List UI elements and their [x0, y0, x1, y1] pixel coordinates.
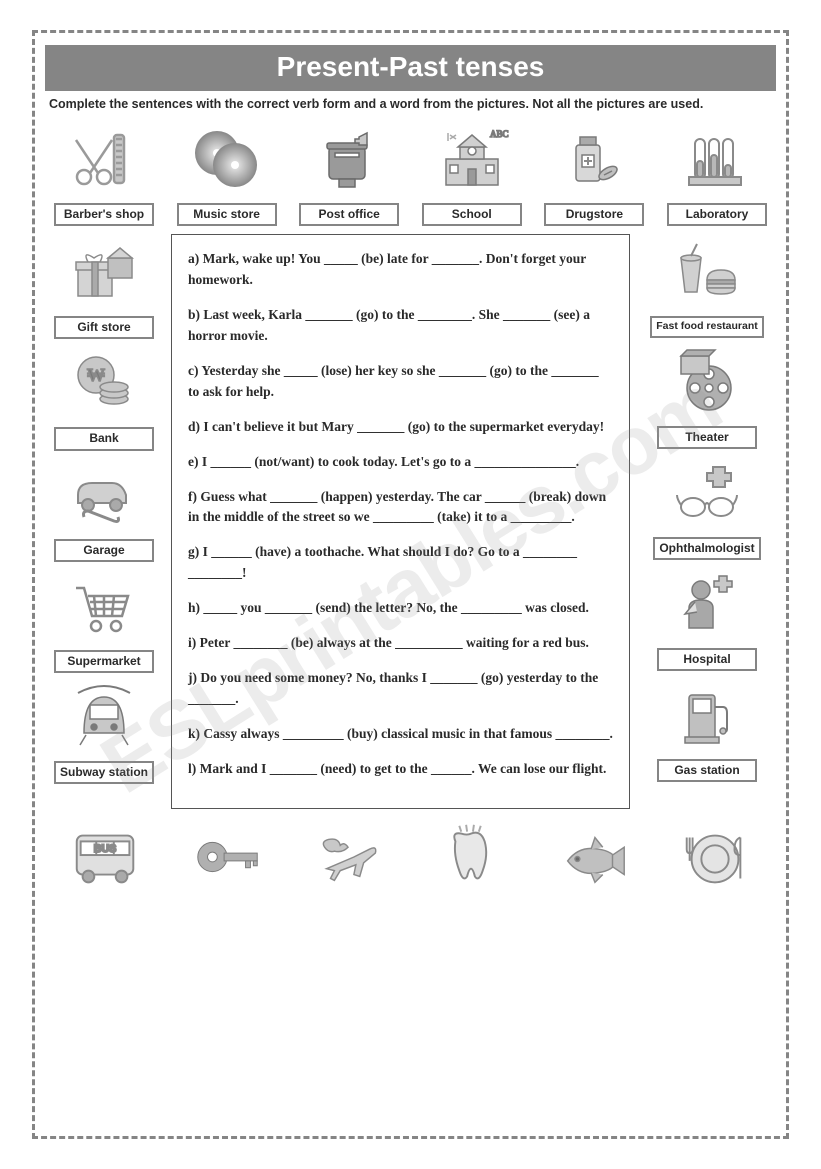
right-column: Fast food restaurant Theater Ophthalmolo…	[638, 234, 776, 809]
svg-text:ABC: ABC	[490, 129, 509, 139]
cell-theater: Theater	[638, 344, 776, 449]
main-grid: Gift store ₩ Bank Garage Supermarket Sub…	[45, 234, 776, 809]
label-supermarket: Supermarket	[54, 650, 154, 673]
sentence-f: f) Guess what _______ (happen) yesterday…	[188, 487, 613, 529]
label-barbers-shop: Barber's shop	[54, 203, 154, 226]
cell-school: ABC School	[413, 121, 531, 226]
train-icon	[59, 679, 149, 757]
bus-icon: BUS	[61, 817, 151, 897]
cell-garage: Garage	[45, 457, 163, 562]
sentence-k: k) Cassy always _________ (buy) classica…	[188, 724, 613, 745]
label-garage: Garage	[54, 539, 154, 562]
label-laboratory: Laboratory	[667, 203, 767, 226]
school-icon: ABC	[427, 121, 517, 199]
cell-ophthalmologist: Ophthalmologist	[638, 455, 776, 560]
label-gas-station: Gas station	[657, 759, 757, 782]
label-hospital: Hospital	[657, 648, 757, 671]
gas-pump-icon	[662, 677, 752, 755]
sentence-e: e) I ______ (not/want) to cook today. Le…	[188, 452, 613, 473]
mailbox-icon	[304, 121, 394, 199]
title-bar: Present-Past tenses	[45, 45, 776, 91]
label-fastfood: Fast food restaurant	[650, 316, 764, 338]
cell-laboratory: Laboratory	[658, 121, 776, 226]
label-theater: Theater	[657, 426, 757, 449]
coins-icon: ₩	[59, 345, 149, 423]
medicine-icon	[549, 121, 639, 199]
cart-icon	[59, 568, 149, 646]
cell-hospital: Hospital	[638, 566, 776, 671]
svg-text:₩: ₩	[87, 365, 105, 385]
sentence-a: a) Mark, wake up! You _____ (be) late fo…	[188, 249, 613, 291]
sentence-g: g) I ______ (have) a toothache. What sho…	[188, 542, 613, 584]
top-icon-row: Barber's shop Music store Post office AB…	[45, 121, 776, 226]
film-reel-icon	[662, 344, 752, 422]
sentence-i: i) Peter ________ (be) always at the ___…	[188, 633, 613, 654]
test-tubes-icon	[672, 121, 762, 199]
left-column: Gift store ₩ Bank Garage Supermarket Sub…	[45, 234, 163, 809]
glasses-cross-icon	[662, 455, 752, 533]
sentence-l: l) Mark and I _______ (need) to get to t…	[188, 759, 613, 780]
label-gift-store: Gift store	[54, 316, 154, 339]
cds-icon	[182, 121, 272, 199]
sentence-h: h) _____ you _______ (send) the letter? …	[188, 598, 613, 619]
patient-icon	[662, 566, 752, 644]
burger-drink-icon	[662, 234, 752, 312]
fish-icon	[548, 817, 638, 897]
label-ophthalmologist: Ophthalmologist	[653, 537, 760, 560]
scissors-comb-icon	[59, 121, 149, 199]
cell-post-office: Post office	[290, 121, 408, 226]
cell-fastfood: Fast food restaurant	[638, 234, 776, 338]
label-post-office: Post office	[299, 203, 399, 226]
cell-barbers-shop: Barber's shop	[45, 121, 163, 226]
plate-cutlery-icon	[670, 817, 760, 897]
car-wrench-icon	[59, 457, 149, 535]
gift-icon	[59, 234, 149, 312]
worksheet-frame: Present-Past tenses Complete the sentenc…	[32, 30, 789, 1139]
label-subway: Subway station	[54, 761, 154, 784]
label-school: School	[422, 203, 522, 226]
cell-gas-station: Gas station	[638, 677, 776, 782]
sentence-d: d) I can't believe it but Mary _______ (…	[188, 417, 613, 438]
airplane-icon	[305, 817, 395, 897]
label-drugstore: Drugstore	[544, 203, 644, 226]
cell-music-store: Music store	[168, 121, 286, 226]
cell-gift-store: Gift store	[45, 234, 163, 339]
label-bank: Bank	[54, 427, 154, 450]
tooth-icon	[426, 817, 516, 897]
key-icon	[183, 817, 273, 897]
cell-drugstore: Drugstore	[535, 121, 653, 226]
sentences-box: a) Mark, wake up! You _____ (be) late fo…	[171, 234, 630, 809]
sentence-b: b) Last week, Karla _______ (go) to the …	[188, 305, 613, 347]
cell-subway: Subway station	[45, 679, 163, 784]
sentence-j: j) Do you need some money? No, thanks I …	[188, 668, 613, 710]
label-music-store: Music store	[177, 203, 277, 226]
bottom-icon-row: BUS	[45, 817, 776, 897]
sentence-c: c) Yesterday she _____ (lose) her key so…	[188, 361, 613, 403]
cell-bank: ₩ Bank	[45, 345, 163, 450]
cell-supermarket: Supermarket	[45, 568, 163, 673]
instruction-text: Complete the sentences with the correct …	[45, 97, 776, 111]
